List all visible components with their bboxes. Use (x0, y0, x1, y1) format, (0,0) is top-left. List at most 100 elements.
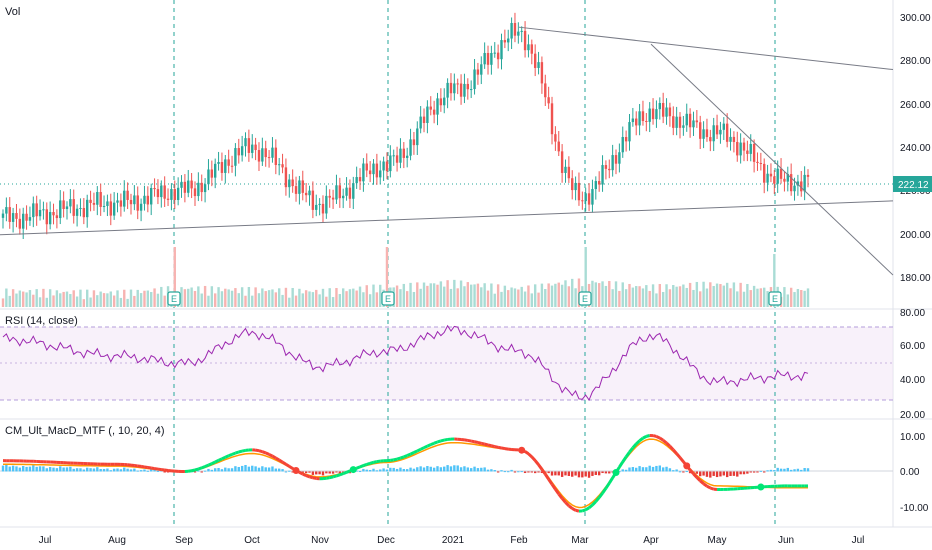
macd-line-segment (631, 442, 638, 449)
macd-histogram-bar (567, 471, 571, 476)
macd-line-segment (672, 448, 678, 455)
macd-histogram-bar (355, 470, 358, 472)
volume-bar (426, 285, 429, 307)
volume-bar (469, 284, 473, 307)
macd-histogram-bar (385, 469, 389, 472)
macd-line-segment (271, 454, 277, 460)
price-tick: 260.00 (900, 100, 931, 111)
volume-bar (267, 290, 271, 307)
macd-line-segment (547, 478, 554, 486)
candle-body (244, 138, 247, 147)
macd-histogram-bar (604, 471, 608, 474)
macd-histogram-bar (759, 470, 763, 472)
volume-bar (746, 284, 749, 307)
candle-body (106, 201, 109, 206)
macd-histogram-bar (328, 471, 331, 474)
macd-histogram-bar (75, 468, 79, 472)
candle-body (311, 190, 315, 210)
volume-bar (416, 282, 419, 307)
volume-bar (183, 289, 187, 307)
x-tick: Oct (244, 535, 260, 546)
earnings-badge[interactable] (578, 291, 592, 306)
volume-bar (338, 294, 342, 307)
volume-bar (86, 289, 89, 307)
volume-bar (523, 291, 527, 307)
macd-histogram-bar (712, 471, 715, 476)
macd-line-segment (706, 484, 712, 490)
volume-bar (22, 291, 25, 307)
candle-body (776, 168, 779, 184)
candle-body (426, 106, 429, 124)
x-tick: Nov (311, 535, 329, 546)
candle-body (651, 108, 655, 120)
candle-body (709, 137, 712, 142)
macd-line-segment (217, 457, 223, 462)
macd-histogram-bar (476, 468, 480, 472)
macd-histogram-bar (382, 468, 385, 472)
macd-line-segment (406, 452, 412, 457)
candle-body (298, 180, 301, 194)
macd-line-segment (140, 464, 145, 469)
macd-histogram-bar (102, 468, 106, 472)
macd-line-segment (597, 492, 604, 499)
candle-body (419, 116, 422, 129)
volume-bar (102, 293, 106, 307)
candle-body (510, 22, 513, 39)
volume-bar (32, 294, 35, 307)
candle-body (277, 164, 281, 166)
macd-histogram-bar (59, 466, 62, 472)
macd-histogram-bar (213, 468, 217, 472)
volume-bar (466, 282, 470, 307)
macd-histogram-bar (574, 471, 577, 476)
candle-body (331, 197, 335, 200)
volume-bar (699, 291, 702, 307)
macd-histogram-bar (597, 471, 601, 476)
macd-line-segment (477, 441, 482, 445)
candle-body (352, 183, 355, 199)
macd-line-segment (430, 441, 435, 446)
earnings-badge[interactable] (381, 291, 395, 306)
macd-histogram-bar (608, 471, 611, 474)
candle-body (429, 106, 432, 110)
macd-line-segment (504, 447, 509, 451)
macd-histogram-bar (705, 471, 709, 477)
candle-body (247, 138, 251, 153)
candle-body (544, 83, 547, 98)
volume-bar (385, 247, 389, 307)
volume-bar (695, 281, 699, 307)
volume-bar (405, 291, 409, 307)
candle-body (736, 141, 739, 156)
macd-histogram-bar (72, 468, 75, 472)
volume-bar (126, 298, 129, 307)
earnings-badge[interactable] (768, 291, 782, 306)
macd-cross-dot (349, 466, 357, 474)
macd-histogram-bar (800, 469, 803, 472)
macd-histogram-bar (783, 468, 786, 472)
candle-body (507, 38, 510, 43)
candle-body (139, 203, 143, 211)
candle-body (584, 193, 587, 202)
candle-body (240, 146, 244, 156)
macd-histogram-bar (443, 466, 446, 472)
candle-body (449, 82, 453, 94)
candle-body (150, 188, 153, 205)
earnings-badge[interactable] (167, 291, 181, 306)
volume-bar (116, 290, 119, 307)
volume-bar (422, 282, 426, 307)
macd-histogram-bar (318, 471, 321, 475)
macd-histogram-bar (210, 469, 214, 472)
volume-bar (682, 284, 685, 307)
candle-body (773, 176, 776, 184)
candle-body (631, 118, 635, 123)
candle-body (655, 109, 658, 120)
rsi-pane-label: RSI (14, close) (5, 315, 78, 327)
macd-line-segment (335, 473, 341, 478)
volume-bar (490, 283, 493, 307)
volume-bar (291, 287, 294, 307)
macd-histogram-bar (89, 468, 92, 472)
macd-line-segment (298, 471, 304, 476)
candle-body (739, 142, 742, 156)
candle-body (163, 185, 166, 199)
macd-histogram-bar (409, 467, 412, 472)
volume-bar (213, 293, 217, 307)
